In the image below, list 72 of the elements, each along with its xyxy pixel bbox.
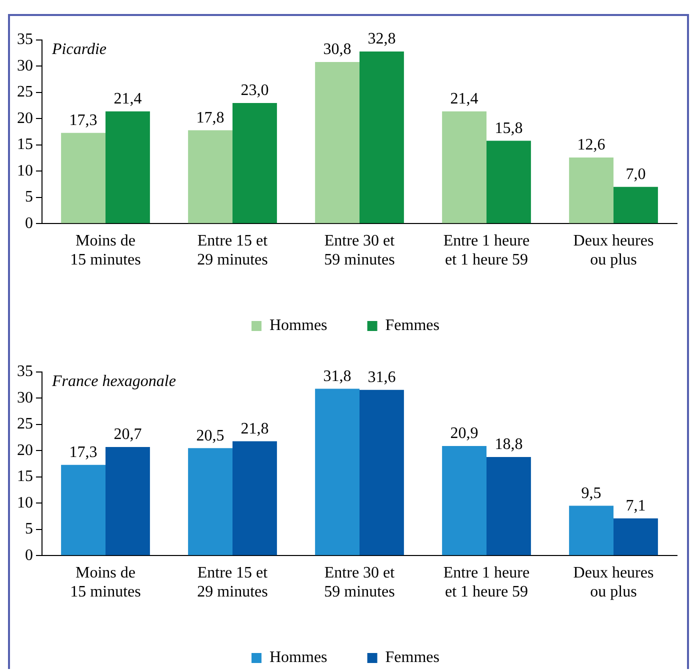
- data-label: 23,0: [240, 82, 269, 100]
- x-tick-label: Entre 30 et 59 minutes: [324, 232, 396, 269]
- data-label: 17,3: [69, 112, 98, 130]
- data-label: 32,8: [368, 30, 396, 48]
- legend-label: Femmes: [385, 649, 440, 666]
- bar: [232, 102, 277, 224]
- bar: [106, 447, 150, 556]
- bar: [61, 132, 106, 224]
- legend-label: Femmes: [385, 317, 440, 334]
- data-label: 21,4: [114, 90, 142, 108]
- bar: [188, 448, 232, 556]
- y-tick-label: 5: [25, 520, 33, 538]
- data-label: 7,0: [626, 166, 646, 184]
- y-tick-label: 0: [25, 546, 33, 564]
- data-label: 20,9: [450, 425, 478, 442]
- x-tick-label: Entre 15 et 29 minutes: [197, 564, 268, 601]
- bar: [569, 158, 614, 224]
- bar: [486, 140, 531, 224]
- data-label: 30,8: [323, 41, 352, 58]
- x-tick-label: Deux heures ou plus: [573, 564, 654, 601]
- legend-label: Hommes: [270, 317, 328, 334]
- bar: [315, 388, 360, 556]
- data-label: 31,8: [323, 368, 352, 385]
- bar: [569, 506, 614, 556]
- y-tick-label: 15: [17, 468, 33, 486]
- data-label: 15,8: [494, 120, 523, 137]
- y-tick-label: 10: [17, 162, 33, 180]
- data-label: 20,7: [114, 426, 142, 444]
- bar: [106, 111, 150, 224]
- chart-title: France hexagonale: [51, 373, 176, 390]
- y-tick-label: 25: [17, 416, 33, 433]
- y-tick-label: 15: [17, 136, 33, 154]
- x-tick-label: Moins de 15 minutes: [70, 232, 141, 269]
- data-label: 21,8: [240, 420, 269, 438]
- data-label: 7,1: [626, 498, 646, 515]
- y-tick-label: 0: [25, 214, 33, 232]
- bar: [188, 130, 232, 224]
- y-tick-label: 30: [17, 389, 33, 406]
- y-tick-label: 35: [17, 31, 33, 48]
- y-tick-label: 20: [17, 442, 33, 459]
- data-label: 17,8: [196, 109, 224, 126]
- y-tick-label: 10: [17, 494, 33, 512]
- data-label: 12,6: [577, 136, 606, 154]
- data-label: 20,5: [196, 427, 224, 444]
- bar: [442, 446, 486, 556]
- x-tick-label: Entre 1 heure et 1 heure 59: [443, 232, 530, 269]
- data-label: 31,6: [368, 369, 396, 386]
- bar: [614, 518, 658, 556]
- legend-label: Hommes: [270, 649, 328, 666]
- y-tick-label: 35: [17, 363, 33, 380]
- bar: [614, 186, 658, 224]
- bar: [232, 441, 277, 556]
- data-label: 21,4: [450, 90, 478, 108]
- x-tick-label: Entre 30 et 59 minutes: [324, 564, 396, 601]
- y-tick-label: 30: [17, 57, 33, 74]
- y-tick-label: 25: [17, 84, 33, 101]
- data-label: 9,5: [581, 484, 602, 502]
- data-label: 17,3: [69, 444, 98, 462]
- bar: [360, 390, 404, 556]
- y-tick-label: 20: [17, 110, 33, 127]
- x-tick-label: Entre 15 et 29 minutes: [197, 232, 268, 269]
- chart-title: Picardie: [51, 41, 106, 58]
- bar: [315, 62, 360, 224]
- x-tick-label: Moins de 15 minutes: [70, 564, 141, 601]
- bar: [360, 52, 404, 224]
- x-tick-label: Deux heures ou plus: [573, 232, 654, 269]
- bar: [486, 456, 531, 556]
- y-tick-label: 5: [25, 188, 33, 206]
- bar: [61, 464, 106, 556]
- x-tick-label: Entre 1 heure et 1 heure 59: [443, 564, 530, 601]
- data-label: 18,8: [494, 436, 523, 454]
- bar: [442, 111, 486, 224]
